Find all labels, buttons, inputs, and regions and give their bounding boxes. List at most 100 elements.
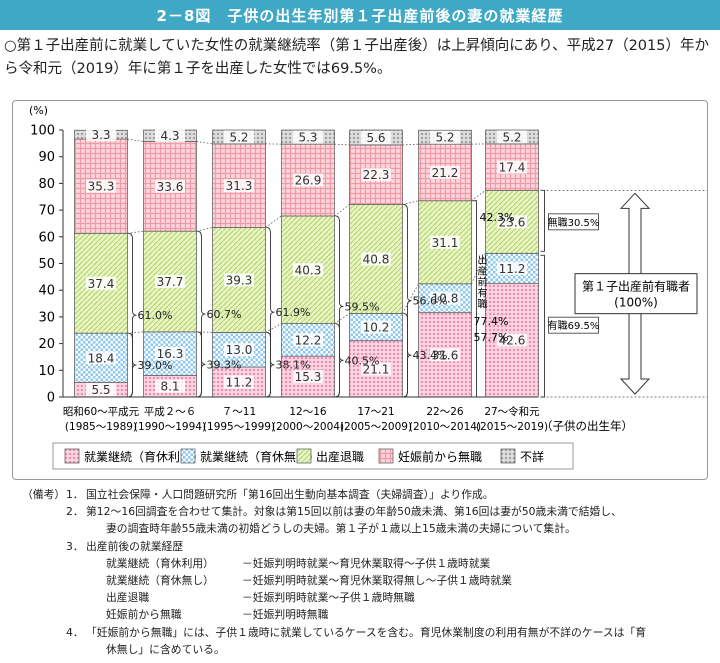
total-box-line2: (100%): [614, 296, 658, 310]
special-bracket: [472, 200, 477, 398]
special-label-char: 前: [478, 276, 488, 289]
data-label-bg: [155, 347, 185, 361]
data-label-bg: [430, 130, 460, 144]
mushoku-label: 無職30.5%: [548, 216, 600, 229]
connector-line: [334, 313, 350, 324]
legend-label: 就業継続（育休無し）: [200, 449, 320, 464]
data-label-bg: [497, 215, 527, 229]
data-label: 35.3: [88, 180, 115, 194]
data-label: 39.3: [226, 273, 253, 287]
data-label: 5.6: [366, 131, 385, 145]
data-label-bg: [430, 348, 460, 362]
data-label: 23.6: [499, 215, 526, 229]
data-label-bg: [293, 263, 323, 277]
connector-line: [265, 215, 282, 228]
continuation-rate-label: 39.3%: [207, 358, 242, 371]
continuation-rate-label-bracket: [335, 323, 344, 398]
continuation-rate-label: 38.1%: [276, 359, 311, 372]
connector-line: [334, 204, 350, 217]
data-label-bg: [86, 383, 116, 397]
connector-line: [402, 143, 419, 146]
y-axis: (%) 0 10 20 30 40 50 60 70 80 90 100: [29, 104, 64, 406]
x-tick-label: ７～11: [222, 406, 256, 418]
data-label: 18.4: [88, 351, 115, 365]
data-label: 13.0: [226, 343, 253, 357]
data-label: 17.4: [499, 161, 526, 175]
x-tick-label-year: (1990～1994): [134, 421, 206, 433]
continuation-rate-label-bracket: [266, 331, 275, 398]
data-label: 5.5: [91, 383, 110, 397]
y-tick-label: 20: [38, 337, 55, 352]
x-tick-label-year: (2005～2009): [340, 421, 412, 433]
bar-segment: [212, 366, 266, 398]
data-label: 10.2: [363, 321, 390, 335]
definition-value: －妊娠判明時就業～子供１歳時無職: [242, 591, 415, 605]
figure-title: 2－8図 子供の出生年別第１子出産前後の妻の就業経歴: [0, 0, 720, 30]
x-tick-label: 平成２～６: [144, 406, 197, 418]
data-label-bg: [293, 130, 323, 144]
data-label-bg: [293, 333, 323, 347]
data-label: 8.1: [160, 380, 179, 394]
data-label: 11.2: [226, 376, 253, 390]
employment-rate-label: 42.3%: [480, 211, 515, 224]
data-label: 37.7: [157, 275, 184, 289]
special-label-char: 有: [478, 287, 488, 300]
data-label: 5.2: [502, 130, 521, 144]
definition-key: 妊娠前から無職: [106, 608, 182, 622]
note-text: 「妊娠前から無職」には、子供１歳時に就業しているケースを含む。育児休業制度の利用…: [86, 625, 647, 639]
x-tick-label-year: (1985～1989): [65, 421, 137, 433]
y-tick-label: 30: [38, 310, 55, 325]
data-label-bg: [430, 235, 460, 249]
x-tick-label-year: (2015～2019): [476, 421, 548, 433]
y-tick-label: 60: [38, 230, 55, 245]
data-label: 31.3: [226, 179, 253, 193]
data-label-bg: [361, 252, 391, 266]
connector-line: [127, 331, 144, 334]
y-tick-label: 40: [38, 284, 55, 299]
x-axis-label: （子供の出生年）: [541, 419, 633, 433]
data-label: 31.1: [432, 236, 459, 250]
data-label-bg: [224, 130, 254, 144]
special-label-char: 産: [478, 265, 488, 278]
data-label: 21.2: [432, 166, 459, 180]
data-label: 10.8: [432, 292, 459, 306]
yushoku-label: 有職69.5%: [548, 319, 600, 332]
legend-swatch: [500, 448, 516, 464]
data-label-bg: [86, 351, 116, 365]
employment-rate-label: 61.0%: [138, 309, 173, 322]
note-number: 3．: [66, 539, 84, 553]
continuation-rate-label-bracket: [403, 312, 412, 398]
data-label: 22.3: [363, 168, 390, 182]
data-label-bg: [155, 179, 185, 193]
stacked-bar-chart: (%) 0 10 20 30 40 50 60 70 80 90 100 5.5 18.4 37.4 35.…: [29, 104, 707, 470]
legend: 就業継続（育休利用）就業継続（育休無し）出産退職 妊娠前から無職 不詳: [52, 442, 574, 470]
continuation-rate-label-bracket: [128, 332, 137, 398]
note-text-cont: 休無し」に含めている。: [106, 642, 225, 656]
x-tick-label-year: (2010～2014): [409, 421, 481, 433]
notes-label: （備考）: [22, 488, 66, 501]
note-text: 国立社会保障・人口問題研究所「第16回出生動向基本調査（夫婦調査）」より作成。: [86, 488, 494, 501]
x-tick-label: 昭和60～平成元: [63, 406, 140, 418]
data-label: 40.3: [295, 263, 322, 277]
total-box-line1: 第１子出産前有職者: [582, 279, 690, 294]
data-label: 33.6: [157, 180, 184, 194]
employment-rate-label: 61.9%: [276, 306, 311, 319]
data-label-bg: [497, 261, 527, 275]
definition-value: －妊娠判明時就業～育児休業取得～子供１歳時就業: [242, 556, 491, 570]
connector-line: [196, 331, 213, 333]
continuation-rate-label-bracket: [197, 331, 206, 398]
data-label-bg: [155, 379, 185, 393]
x-tick-label: 12～16: [289, 406, 327, 418]
definition-key: 就業継続（育休利用）: [106, 556, 214, 570]
data-labels: 5.5 18.4 37.4 35.3 3.3 8.1 16.3 37.7 33.6 4.3 11.2…: [86, 128, 527, 398]
summary-text: ○第１子出産前に就業していた女性の就業継続率（第１子出産後）は上昇傾向にあり、平…: [4, 38, 709, 77]
connector-line: [402, 200, 419, 205]
data-label-bg: [430, 291, 460, 305]
employment-rate-label: 59.5%: [345, 300, 380, 313]
legend-label: 出産退職: [316, 449, 364, 464]
employment-rate-label: 56.6%: [413, 295, 448, 308]
data-label: 11.2: [499, 262, 526, 276]
data-label: 21.1: [363, 362, 390, 376]
definition-value: －妊娠判明時無職: [242, 608, 329, 622]
x-axis: 昭和60～平成元 (1985～1989) 平成２～６ (1990～1994) ７～11 (…: [63, 396, 633, 433]
